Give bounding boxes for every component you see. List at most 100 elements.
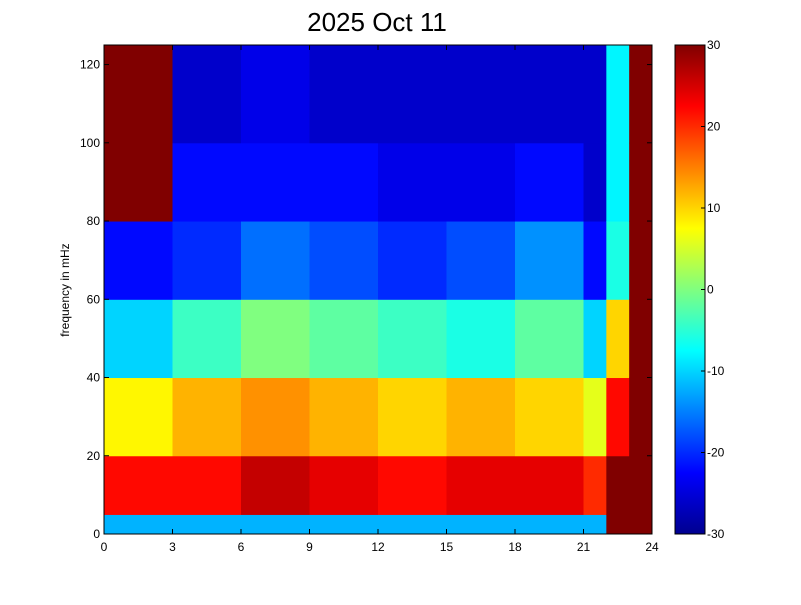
heatmap-cell — [378, 142, 447, 222]
x-tick-label: 12 — [371, 540, 385, 554]
y-tick-label: 100 — [80, 136, 100, 150]
x-tick-label: 0 — [101, 540, 108, 554]
heatmap-cell — [515, 45, 584, 144]
heatmap-cell — [378, 514, 447, 534]
heatmap-cell — [606, 299, 630, 379]
heatmap-cell — [104, 455, 173, 515]
heatmap-cell — [583, 45, 607, 144]
y-tick-label: 40 — [87, 371, 101, 385]
y-tick-label: 120 — [80, 58, 100, 72]
heatmap-cell — [309, 142, 379, 222]
heatmap-cell — [104, 221, 173, 300]
heatmap-cell — [515, 377, 584, 457]
y-axis: 0 20 40 60 80 100 120 — [80, 58, 652, 541]
heatmap-cell — [515, 142, 584, 222]
heatmap-cell — [515, 455, 584, 515]
heatmap-cell — [606, 377, 630, 457]
heatmap-cell — [515, 514, 584, 534]
colorbar-tick-label: -10 — [707, 364, 725, 378]
heatmap-cell — [606, 514, 630, 534]
chart-title: 2025 Oct 11 — [307, 7, 447, 37]
heatmap-cell — [515, 221, 584, 300]
y-axis-label: frequency in mHz — [58, 243, 72, 336]
heatmap-cell — [629, 142, 652, 222]
colorbar — [674, 44, 706, 535]
x-tick-label: 18 — [508, 540, 522, 554]
heatmap-cell — [378, 45, 447, 144]
colorbar-tick-label: 30 — [707, 38, 721, 52]
heatmap-cell — [104, 142, 173, 222]
heatmap-cell — [583, 377, 607, 457]
heatmap-cell — [172, 142, 242, 222]
heatmap-cell — [606, 142, 630, 222]
x-tick-label: 3 — [169, 540, 176, 554]
heatmap-cell — [104, 45, 173, 144]
heatmap-cell — [172, 299, 242, 379]
colorbar-tick-label: -20 — [707, 446, 725, 460]
y-tick-label: 20 — [87, 449, 101, 463]
heatmap-cell — [309, 377, 379, 457]
heatmap-cell — [446, 299, 516, 379]
heatmap-cell — [606, 455, 630, 515]
heatmap-cell — [241, 221, 310, 300]
heatmap-cell — [583, 221, 607, 300]
heatmap-cell — [629, 45, 652, 144]
heatmap-cell — [583, 142, 607, 222]
heatmap-cell — [583, 514, 607, 534]
x-tick-label: 21 — [577, 540, 591, 554]
heatmap-cell — [309, 299, 379, 379]
x-tick-label: 15 — [440, 540, 454, 554]
heatmap — [104, 45, 652, 534]
heatmap-cell — [446, 514, 516, 534]
y-tick-label: 80 — [87, 214, 101, 228]
heatmap-cell — [515, 299, 584, 379]
heatmap-cell — [309, 221, 379, 300]
heatmap-cell — [446, 45, 516, 144]
colorbar-tick-label: 20 — [707, 120, 721, 134]
x-tick-label: 6 — [238, 540, 245, 554]
heatmap-cell — [446, 142, 516, 222]
heatmap-cell — [583, 299, 607, 379]
heatmap-cell — [309, 45, 379, 144]
x-tick-label: 24 — [645, 540, 659, 554]
heatmap-cell — [629, 221, 652, 300]
heatmap-cell — [172, 455, 242, 515]
heatmap-cell — [378, 455, 447, 515]
colorbar-tick-label: 0 — [707, 283, 714, 297]
heatmap-cell — [446, 221, 516, 300]
heatmap-cell — [629, 377, 652, 457]
y-tick-label: 0 — [93, 527, 100, 541]
heatmap-cell — [378, 377, 447, 457]
heatmap-cell — [606, 45, 630, 144]
heatmap-cell — [104, 377, 173, 457]
heatmap-cell — [241, 45, 310, 144]
heatmap-cell — [606, 221, 630, 300]
heatmap-cell — [378, 299, 447, 379]
heatmap-cell — [446, 455, 516, 515]
heatmap-cell — [378, 221, 447, 300]
heatmap-cell — [309, 455, 379, 515]
heatmap-cell — [629, 299, 652, 379]
x-tick-label: 9 — [306, 540, 313, 554]
heatmap-cell — [104, 299, 173, 379]
heatmap-cell — [172, 514, 242, 534]
heatmap-cell — [241, 142, 310, 222]
heatmap-cell — [446, 377, 516, 457]
heatmap-cell — [172, 45, 242, 144]
colorbar-tick-label: -30 — [707, 527, 725, 541]
heatmap-cell — [309, 514, 379, 534]
heatmap-cell — [172, 221, 242, 300]
x-axis: 0 3 6 9 12 15 18 21 24 — [101, 45, 659, 554]
y-tick-label: 60 — [87, 292, 101, 306]
heatmap-cell — [629, 455, 652, 515]
heatmap-cell — [241, 514, 310, 534]
heatmap-cell — [172, 377, 242, 457]
heatmap-cell — [241, 299, 310, 379]
colorbar-axis: -30 -20 -10 0 10 20 30 — [701, 38, 725, 541]
heatmap-cell — [104, 514, 173, 534]
heatmap-cell — [241, 377, 310, 457]
heatmap-cell — [241, 455, 310, 515]
colorbar-tick-label: 10 — [707, 201, 721, 215]
